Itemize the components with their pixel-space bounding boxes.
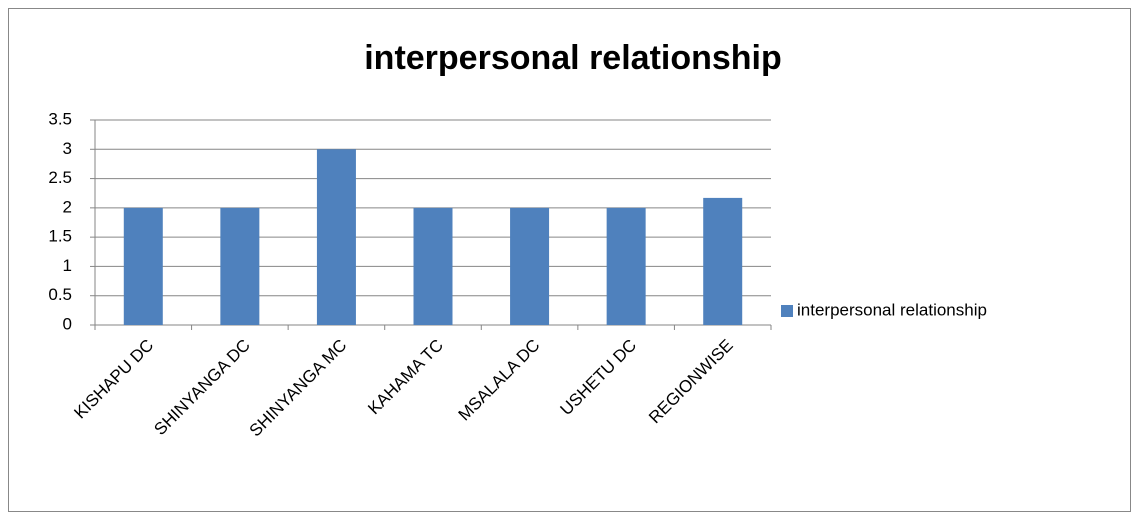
y-tick-label: 3.5 — [48, 109, 72, 128]
chart-border — [8, 8, 1131, 512]
y-tick-label: 2 — [63, 197, 72, 216]
y-tick-label: 1 — [63, 256, 72, 275]
bar — [413, 207, 453, 325]
bar — [510, 207, 550, 325]
chart-title: interpersonal relationship — [364, 39, 782, 77]
y-tick-label: 1.5 — [48, 227, 72, 246]
bar — [316, 149, 356, 325]
legend-label: interpersonal relationship — [797, 300, 987, 319]
bar — [220, 207, 260, 325]
legend-swatch — [781, 305, 793, 317]
y-tick-label: 3 — [63, 139, 72, 158]
y-tick-label: 0.5 — [48, 285, 72, 304]
bar — [123, 207, 163, 325]
bar — [606, 207, 646, 325]
y-tick-label: 0 — [63, 314, 72, 333]
y-tick-label: 2.5 — [48, 168, 72, 187]
bar — [703, 197, 743, 325]
